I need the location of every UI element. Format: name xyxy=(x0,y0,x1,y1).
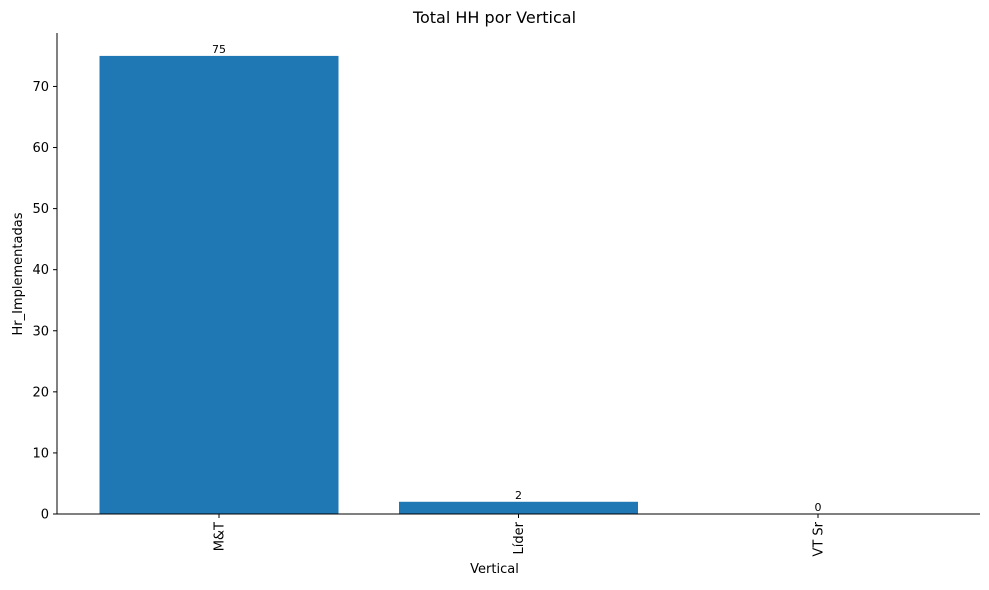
x-tick-label: Líder xyxy=(512,521,527,554)
y-tick-label: 70 xyxy=(32,80,49,95)
x-axis: M&T Líder VT Sr xyxy=(57,513,980,557)
y-tick-label: 0 xyxy=(41,508,49,523)
y-tick-label: 10 xyxy=(32,446,49,461)
bar xyxy=(99,55,339,515)
y-axis-label: Hr_Implementadas xyxy=(11,212,26,335)
bar-data-label: 0 xyxy=(815,501,822,514)
y-axis: 0 10 20 30 40 50 60 70 xyxy=(32,33,58,523)
y-tick-label: 60 xyxy=(32,141,49,156)
bar-data-label: 75 xyxy=(212,43,226,56)
bar-data-label: 2 xyxy=(515,489,522,502)
y-tick-label: 30 xyxy=(32,324,49,339)
y-tick-label: 50 xyxy=(32,202,49,217)
x-tick-label: VT Sr xyxy=(812,521,827,556)
bars: 75 2 0 xyxy=(99,43,822,515)
bar xyxy=(399,501,638,514)
chart-title: Total HH por Vertical xyxy=(412,8,577,27)
y-tick-label: 20 xyxy=(32,385,49,400)
x-tick-label: M&T xyxy=(213,522,228,551)
y-tick-label: 40 xyxy=(32,263,49,278)
x-axis-label: Vertical xyxy=(470,562,519,577)
